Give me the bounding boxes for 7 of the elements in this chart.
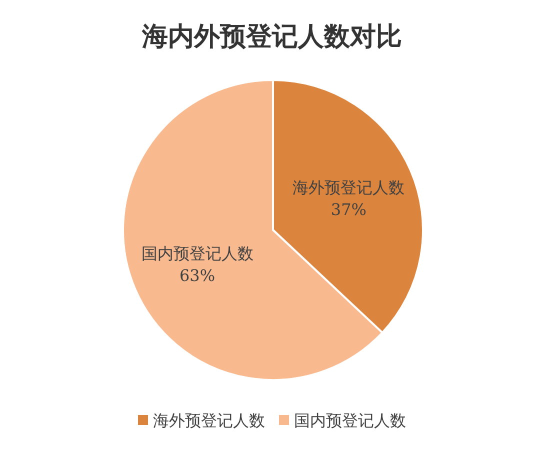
legend-label: 国内预登记人数 — [294, 411, 406, 430]
slice-label: 海外预登记人数 — [292, 178, 405, 198]
data-label: 63% — [180, 266, 216, 285]
slice-label: 国内预登记人数 — [141, 244, 254, 263]
data-label: 37% — [330, 200, 366, 220]
chart-title: 海内外预登记人数对比 — [141, 22, 402, 52]
legend-label: 海外预登记人数 — [153, 411, 265, 430]
